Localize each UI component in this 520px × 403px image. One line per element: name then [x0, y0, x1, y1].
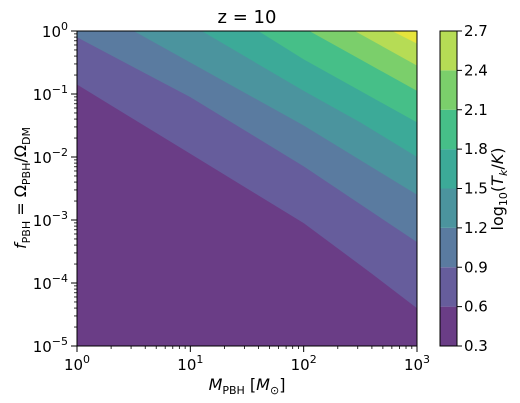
y-tick-label: 10−2	[33, 146, 68, 167]
y-tick-label: 10−4	[33, 272, 68, 293]
colorbar-segment	[440, 70, 457, 110]
colorbar-tick-label: 2.7	[464, 22, 488, 40]
x-axis-label: MPBH [M⊙]	[209, 375, 286, 397]
y-tick-label: 10−1	[33, 83, 68, 104]
colorbar: 0.3 0.6 0.9 1.2 1.5 1.8 2.1 2.4 2.7	[439, 22, 488, 355]
colorbar-tick-label: 1.5	[464, 180, 488, 198]
colorbar-segment	[440, 188, 457, 228]
y-tick-label: 10−3	[33, 209, 68, 230]
colorbar-segment	[440, 227, 457, 268]
contour-bands	[77, 31, 417, 346]
colorbar-tick-label: 0.3	[464, 337, 488, 355]
colorbar-segment	[440, 109, 457, 150]
colorbar-segment	[440, 149, 457, 189]
plot-frame	[76, 30, 418, 347]
contour-band-7	[354, 31, 417, 66]
x-tick-label: 103	[404, 353, 430, 374]
colorbar-tick-label: 2.4	[464, 61, 488, 79]
colorbar-tick-label: 1.2	[464, 219, 488, 237]
colorbar-tick-label: 1.8	[464, 140, 488, 158]
y-axis-label: fPBH = ΩPBH/ΩDM	[11, 127, 33, 249]
colorbar-label: log10(Tk/K)	[488, 148, 510, 231]
colorbar-segment	[440, 31, 457, 71]
colorbar-segment	[440, 306, 457, 346]
y-tick-label: 10−5	[33, 335, 68, 356]
colorbar-segment	[440, 267, 457, 307]
x-tick-label: 100	[64, 353, 90, 374]
x-tick-label: 101	[177, 353, 203, 374]
colorbar-tick-label: 0.9	[464, 258, 488, 276]
contour-band-8	[392, 31, 417, 44]
y-axis: 10−5 10−4 10−3 10−2 10−1 100	[33, 20, 77, 356]
x-tick-label: 102	[291, 353, 317, 374]
y-tick-label: 100	[42, 20, 68, 41]
chart-title: z = 10	[218, 7, 277, 28]
colorbar-tick-label: 2.1	[464, 101, 488, 119]
colorbar-tick-label: 0.6	[464, 298, 488, 316]
x-axis: 100 101 102 103	[64, 346, 430, 374]
